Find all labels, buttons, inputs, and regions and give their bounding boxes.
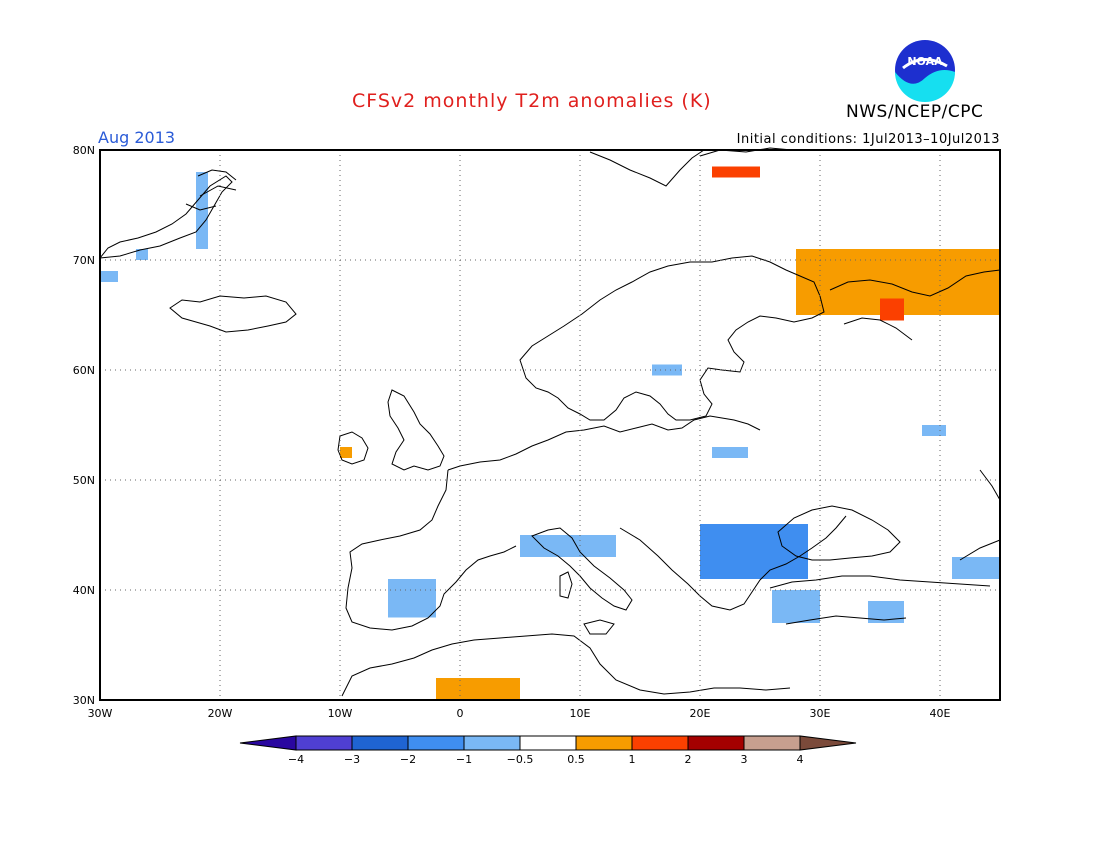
forecast-period: Aug 2013 [98,128,176,147]
lon-tick-label: 10E [570,707,591,720]
colorbar-label: −1 [456,753,472,766]
lon-tick-label: 0 [457,707,464,720]
map-frame [99,149,1001,701]
colorbar-bin [575,735,633,751]
anomaly-cell-iberia [388,579,436,618]
anomaly-cell-ireland [340,447,352,458]
colorbar-label: 1 [629,753,636,766]
anomaly-cell-turkey-west [772,590,820,623]
colorbar-bin [687,735,745,751]
anomaly-cell-ukraine [712,447,748,458]
coastline-north-africa [341,633,791,697]
colorbar-label: −0.5 [507,753,534,766]
lat-tick-label: 70N [73,254,95,267]
anomaly-cell-caspian-west [952,557,1000,579]
colorbar-label: 0.5 [567,753,585,766]
colorbar-label: −2 [400,753,416,766]
anomaly-cell-greenland-sw [100,271,118,282]
coastline-iceland [169,295,297,333]
lon-tick-label: 40E [930,707,951,720]
lon-tick-label: 30W [88,707,113,720]
coastline-italy [531,527,633,611]
colorbar-end-low [239,735,297,751]
coastline-black-sea [777,505,901,561]
anomaly-layer [100,166,1000,700]
colorbar-label: −3 [344,753,360,766]
graticule [100,150,1000,700]
colorbar-bin [519,735,577,751]
coastline-greenland [98,175,233,259]
map-title: CFSv2 monthly T2m anomalies (K) [352,90,712,112]
lat-tick-label: 80N [73,144,95,157]
colorbar-label: −4 [288,753,304,766]
lon-tick-label: 20E [690,707,711,720]
noaa-logo-text: NOAA [907,55,943,68]
coastline-ireland [337,431,369,465]
coastline-svalbard [589,147,793,187]
coastline-balkans [619,515,847,611]
anomaly-cell-greenland-se [136,249,148,260]
noaa-logo-icon: NOAA [893,38,957,102]
lon-tick-label: 30E [810,707,831,720]
anomaly-cell-balkans-core [724,546,760,568]
coastline-scandinavia [519,255,825,421]
coastline-france-iberia [345,469,517,631]
anomaly-cell-north-africa [436,678,520,700]
longitude-labels: 30W 20W 10W 0 10E 20E 30E 40E [88,707,951,720]
coastline-sicily [583,619,615,635]
coastlines [98,147,1001,697]
coastline-anatolia [769,575,991,625]
colorbar-end-high [799,735,857,751]
anomaly-cell-greenland-e [196,172,208,249]
anomaly-cell-southern-france [520,535,616,557]
agency-label: NWS/NCEP/CPC [846,102,984,122]
lat-tick-label: 50N [73,474,95,487]
lat-tick-label: 30N [73,694,95,707]
coastline-central-europe [447,415,761,471]
colorbar-label: 4 [797,753,804,766]
colorbar: −4 −3 −2 −1 −0.5 0.5 1 2 3 4 [239,735,857,766]
colorbar-bin [743,735,801,751]
coastline-sardinia [559,571,573,599]
colorbar-bin [407,735,465,751]
colorbar-bin [351,735,409,751]
lat-tick-label: 40N [73,584,95,597]
anomaly-cell-turkey-east [868,601,904,623]
coastline-greenland-north [185,169,237,211]
lat-tick-label: 60N [73,364,95,377]
anomaly-cell-finland-sweden [652,364,682,376]
lon-tick-label: 20W [208,707,233,720]
colorbar-bin [295,735,353,751]
colorbar-bin [631,735,689,751]
lon-tick-label: 10W [328,707,353,720]
anomaly-cell-svalbard-east [712,166,760,178]
anomaly-cell-kola-arctic-core [880,298,904,321]
coastline-kola [829,269,1001,341]
latitude-labels: 30N 40N 50N 60N 70N 80N [73,144,95,707]
anomaly-cell-russia-south [922,425,946,436]
colorbar-label: 3 [741,753,748,766]
coastline-caspian [959,469,1001,561]
colorbar-bin [463,735,521,751]
initial-conditions-label: Initial conditions: 1Jul2013–10Jul2013 [736,132,1000,147]
coastline-great-britain [387,389,445,471]
colorbar-label: 2 [685,753,692,766]
